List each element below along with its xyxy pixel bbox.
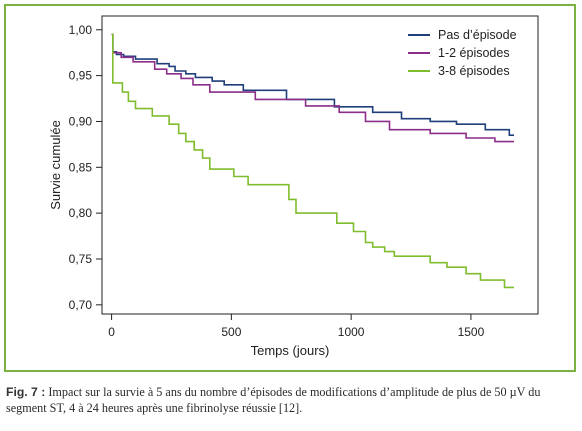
y-axis-title: Survie cumulée	[48, 120, 63, 210]
x-tick-label: 0	[108, 325, 115, 339]
figure-frame: 0,70 0,75 0,80 0,85 0,90 0,95 1,00 0 500 1000 1500…	[4, 4, 576, 372]
x-tick-label: 500	[221, 325, 241, 339]
y-tick-label: 0,90	[69, 114, 93, 128]
figure-caption: Fig. 7 : Impact sur la survie à 5 ans du…	[6, 384, 578, 416]
y-tick-label: 1,00	[69, 23, 93, 37]
y-tick-label: 0,75	[69, 252, 93, 266]
y-tick-label: 0,70	[69, 298, 93, 312]
figure-label: Fig. 7 :	[6, 385, 46, 399]
series-line-2	[111, 33, 514, 143]
figure-caption-text: Impact sur la survie à 5 ans du nombre d…	[6, 385, 541, 415]
x-tick-label: 1500	[458, 325, 485, 339]
y-tick-label: 0,80	[69, 206, 93, 220]
x-axis-title: Temps (jours)	[251, 343, 330, 358]
x-tick-label: 1000	[338, 325, 365, 339]
y-tick-label: 0,95	[69, 69, 93, 83]
legend-label-3: 3-8 épisodes	[438, 64, 510, 78]
legend-label-1: Pas d’épisode	[438, 28, 517, 42]
plot-area-border	[101, 15, 539, 315]
survival-chart: 0,70 0,75 0,80 0,85 0,90 0,95 1,00 0 500 1000 1500…	[48, 15, 539, 358]
y-tick-label: 0,85	[69, 160, 93, 174]
series-line-1	[111, 33, 514, 136]
series-line-3	[111, 33, 514, 289]
legend-label-2: 1-2 épisodes	[438, 46, 510, 60]
